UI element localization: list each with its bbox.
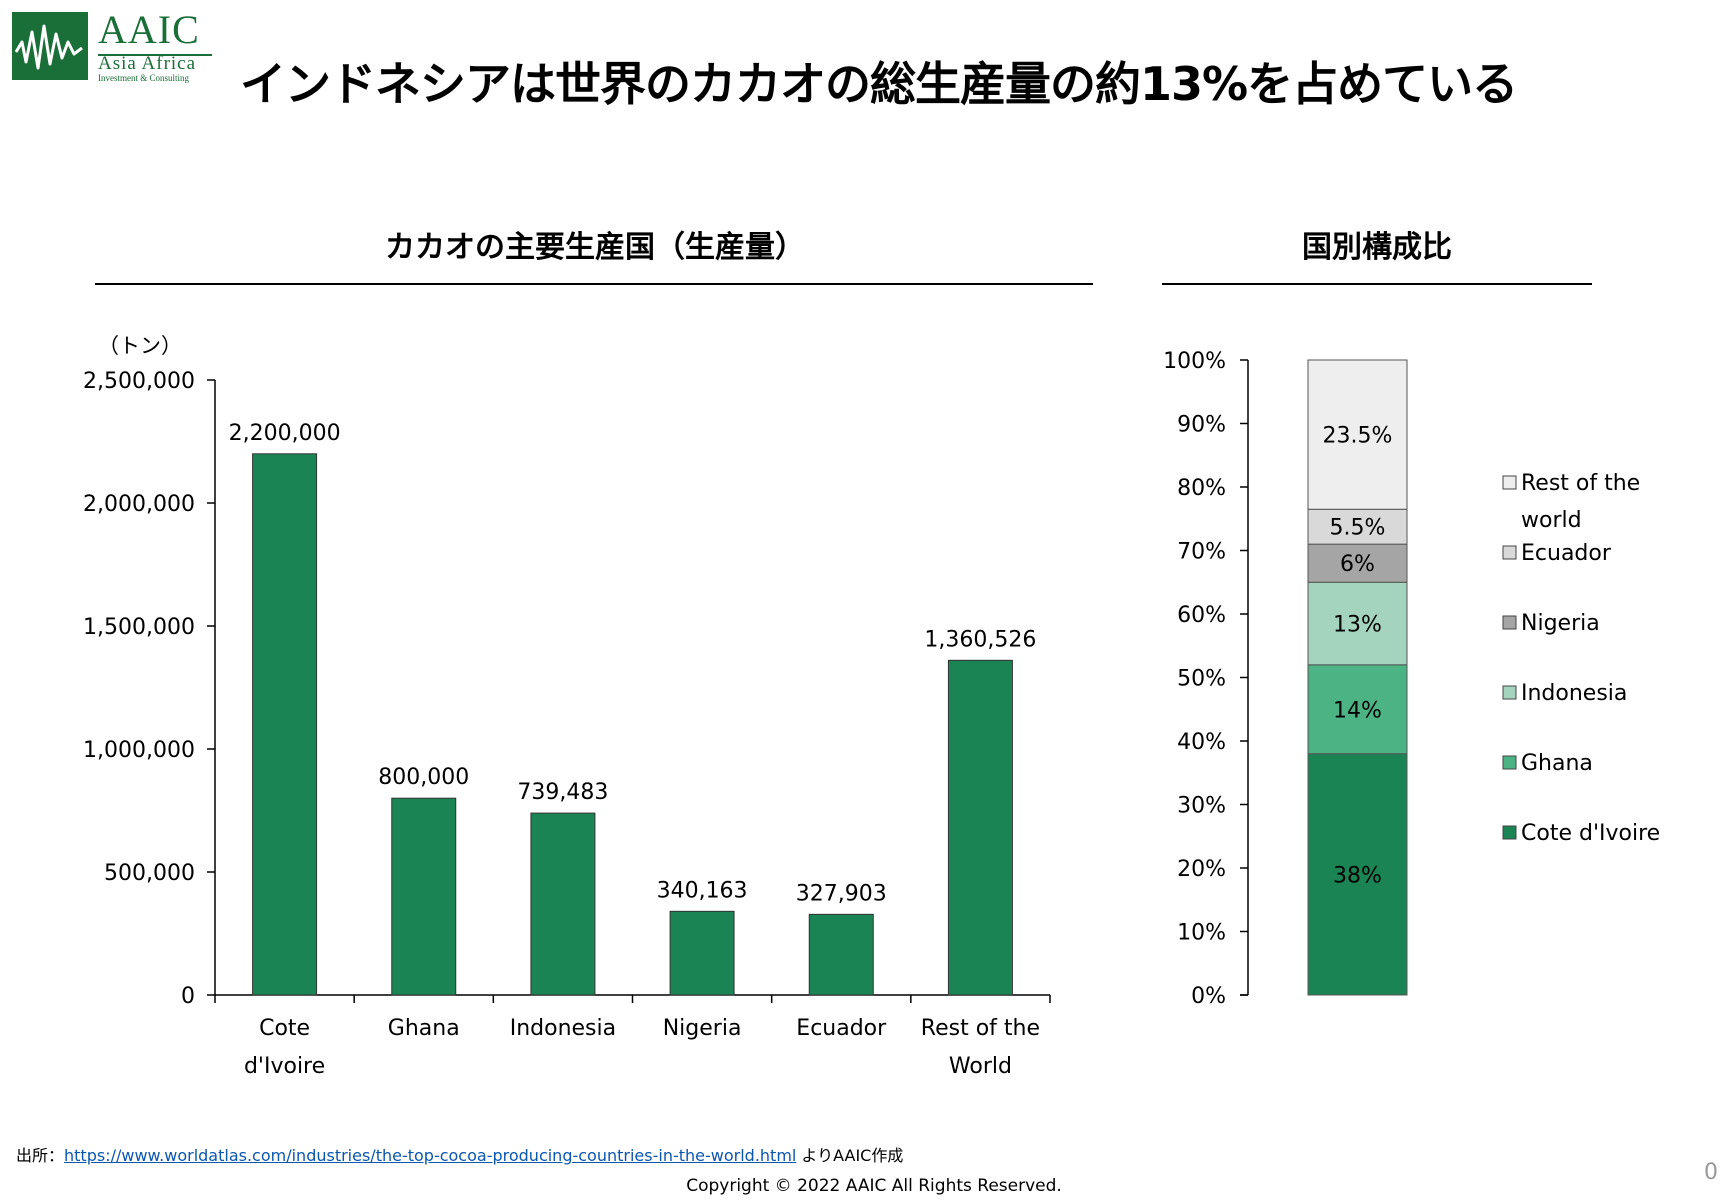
x-category-label: World <box>949 1054 1012 1079</box>
bar-value-label: 739,483 <box>517 780 608 805</box>
share-y-tick-label: 100% <box>1163 349 1226 374</box>
legend-label: Indonesia <box>1521 681 1627 706</box>
bar-value-label: 800,000 <box>378 765 469 790</box>
stack-segment-label: 38% <box>1333 863 1382 888</box>
bar <box>252 453 318 996</box>
right-title-rule <box>1162 283 1592 285</box>
x-category-label: Rest of the <box>921 1016 1040 1041</box>
stack-segment-label: 6% <box>1340 552 1375 577</box>
stack-segment-label: 13% <box>1333 613 1382 638</box>
stack-segment <box>1307 581 1408 666</box>
x-category-label: d'Ivoire <box>244 1054 325 1079</box>
bar-value-label: 327,903 <box>796 881 887 906</box>
stack-segment <box>1307 359 1408 510</box>
legend-swatch <box>1502 615 1517 630</box>
legend-label: Nigeria <box>1521 611 1600 636</box>
share-y-tick-label: 80% <box>1177 476 1226 501</box>
legend-label: Ghana <box>1521 751 1593 776</box>
charts-canvas: （トン） 0 500,000 1,000,000 1,500,000 2,000,000 2… <box>83 334 1660 1079</box>
share-y-tick-label: 10% <box>1177 921 1226 946</box>
bar <box>669 910 735 996</box>
legend-swatch <box>1502 825 1517 840</box>
bar <box>808 913 874 996</box>
page-title: インドネシアは世界のカカオの総生産量の約13%を占めている <box>240 57 1518 111</box>
y-tick-label: 1,000,000 <box>83 738 195 763</box>
left-title-rule <box>95 283 1093 285</box>
legend-swatch <box>1502 755 1517 770</box>
source-note: 出所：https://www.worldatlas.com/industries… <box>16 1142 903 1166</box>
y-tick-label: 1,500,000 <box>83 615 195 640</box>
logo-line2: Investment & Consulting <box>98 73 189 83</box>
legend-label: world <box>1521 508 1582 533</box>
y-tick-label: 2,000,000 <box>83 492 195 517</box>
y-tick-label: 0 <box>181 984 195 1009</box>
stack-segment <box>1307 664 1408 755</box>
share-y-tick-label: 40% <box>1177 730 1226 755</box>
share-y-tick-label: 60% <box>1177 603 1226 628</box>
y-unit-label: （トン） <box>98 334 182 358</box>
y-tick-label: 500,000 <box>104 861 195 886</box>
share-y-tick-label: 90% <box>1177 413 1226 438</box>
source-link[interactable]: https://www.worldatlas.com/industries/th… <box>64 1146 797 1165</box>
legend-swatch <box>1502 475 1517 490</box>
production-bar-chart: （トン） 0 500,000 1,000,000 1,500,000 2,000,000 2… <box>83 334 1051 1079</box>
aaic-logo: AAIC Asia Africa Investment & Consulting <box>12 7 222 83</box>
bar-value-label: 1,360,526 <box>924 627 1036 652</box>
source-suffix: よりAAIC作成 <box>796 1146 904 1165</box>
bar <box>947 659 1013 996</box>
source-prefix: 出所： <box>16 1146 65 1165</box>
x-category-label: Ecuador <box>796 1016 887 1041</box>
right-chart-title: 国別構成比 <box>1302 230 1452 265</box>
stack-segment-label: 14% <box>1333 698 1382 723</box>
page-number: 0 <box>1704 1160 1718 1185</box>
bar <box>391 797 457 996</box>
legend-swatch <box>1502 545 1517 560</box>
legend-label: Ecuador <box>1521 541 1612 566</box>
bar-value-label: 340,163 <box>657 878 748 903</box>
logo-name: AAIC <box>98 7 200 52</box>
share-y-tick-label: 50% <box>1177 667 1226 692</box>
left-chart-title: カカオの主要生産国（生産量） <box>385 230 805 265</box>
y-tick-label: 2,500,000 <box>83 369 195 394</box>
legend-label: Rest of the <box>1521 471 1640 496</box>
x-category-label: Indonesia <box>510 1016 616 1041</box>
stack-segment <box>1307 543 1408 583</box>
share-y-tick-label: 70% <box>1177 540 1226 565</box>
stack-segment-label: 5.5% <box>1330 516 1386 541</box>
copyright: Copyright © 2022 AAIC All Rights Reserve… <box>686 1176 1062 1196</box>
x-category-label: Nigeria <box>663 1016 742 1041</box>
x-category-label: Ghana <box>388 1016 460 1041</box>
logo-wave-icon <box>12 12 88 80</box>
logo-divider <box>98 54 212 56</box>
stack-segment-label: 23.5% <box>1323 424 1393 449</box>
share-stacked-chart: 0% 10% 20% 30% 40% 50% 60% 70% 80% 90% 100% 38% 14% 1… <box>1163 349 1660 1009</box>
x-category-label: Cote <box>259 1016 310 1041</box>
share-y-tick-label: 20% <box>1177 857 1226 882</box>
bar <box>530 812 596 996</box>
legend-label: Cote d'Ivoire <box>1521 821 1660 846</box>
stack-segment <box>1307 753 1408 996</box>
logo-line1: Asia Africa <box>98 53 197 74</box>
share-y-tick-label: 30% <box>1177 794 1226 819</box>
share-y-tick-label: 0% <box>1191 984 1226 1009</box>
legend-swatch <box>1502 685 1517 700</box>
bar-value-label: 2,200,000 <box>229 421 341 446</box>
